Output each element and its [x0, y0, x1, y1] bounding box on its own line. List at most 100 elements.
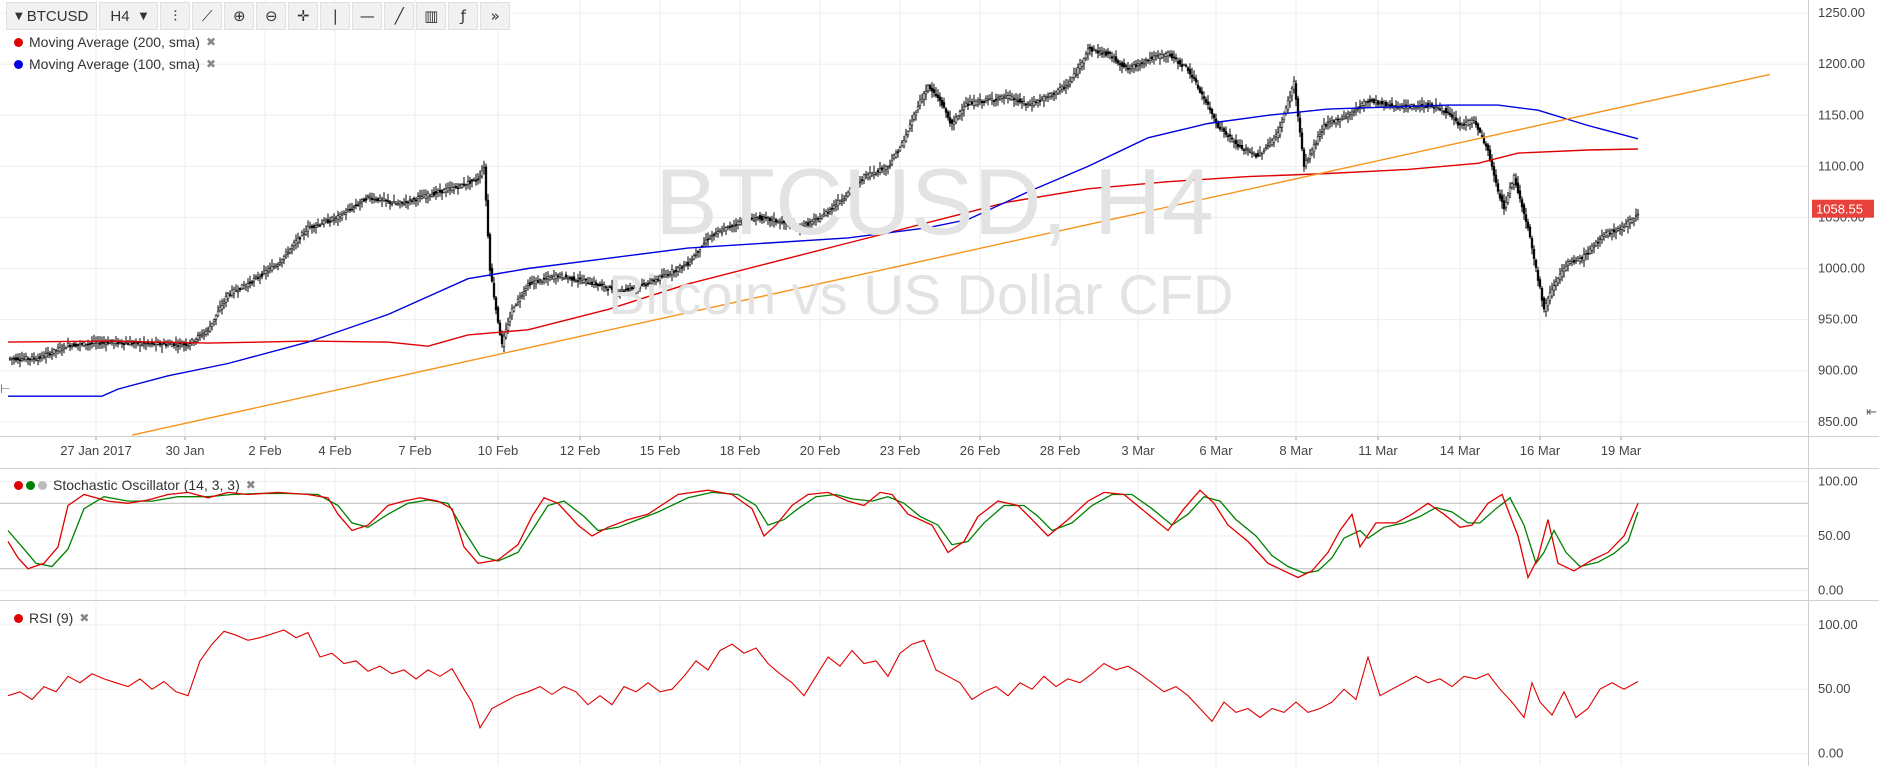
candle-body [508, 316, 512, 323]
candle-body [182, 343, 186, 345]
candle-body [1286, 99, 1290, 110]
candle-body [290, 245, 294, 249]
zoom-out-icon[interactable]: ⊖ [256, 2, 287, 30]
candle-body [814, 218, 818, 220]
candle-body [1586, 252, 1590, 255]
candle-body [1238, 145, 1242, 147]
candle-body [1454, 117, 1458, 121]
candle-body [1436, 106, 1440, 109]
candle-body [36, 358, 40, 361]
candle-body [744, 219, 748, 223]
candle-body [764, 216, 768, 219]
candle-body [874, 173, 878, 175]
candle-body [1484, 143, 1488, 147]
candle-body [1414, 106, 1418, 109]
function-icon[interactable]: ƒ [448, 2, 479, 30]
candle-body [948, 117, 952, 124]
horizontal-line-icon[interactable]: — [352, 2, 383, 30]
candle-body [678, 265, 682, 269]
fib-retracement-icon[interactable]: ▥ [416, 2, 447, 30]
candle-body [452, 187, 456, 191]
candle-body [430, 194, 434, 197]
stoch-y-tick-label: 0.00 [1818, 583, 1843, 598]
candle-body [708, 237, 712, 240]
candle-body [900, 142, 904, 146]
candle-body [1012, 98, 1016, 100]
candle-body [180, 344, 184, 347]
candle-body [1386, 104, 1390, 106]
zoom-in-icon[interactable]: ⊕ [224, 2, 255, 30]
candle-body [908, 124, 912, 129]
candle-body [824, 211, 828, 216]
candle-body [1576, 257, 1580, 261]
bar-style-icon[interactable]: ⫶ [160, 2, 191, 30]
candle-body [868, 172, 872, 178]
candle-body [44, 353, 48, 357]
fast-forward-icon[interactable]: » [480, 2, 511, 30]
candle-body [1060, 86, 1064, 90]
candle-body [972, 100, 976, 106]
candle-body [1588, 248, 1592, 254]
interval-selector[interactable]: H4 ▼ [99, 2, 159, 30]
candle-body [1272, 137, 1276, 143]
candle-body [1472, 120, 1476, 123]
vertical-line-icon[interactable]: | [320, 2, 351, 30]
symbol-selector[interactable]: ▼ BTCUSD [6, 2, 98, 30]
candle-body [1270, 139, 1274, 145]
candle-body [832, 205, 836, 209]
candle-body [514, 304, 518, 306]
candle-body [518, 297, 522, 302]
candle-body [828, 209, 832, 212]
scroll-to-latest-icon[interactable]: ⇤ [1866, 404, 1877, 419]
candle-body [806, 222, 810, 226]
stoch-k-dot [14, 480, 23, 490]
candle-body [1230, 137, 1234, 140]
trend-line-icon[interactable]: ╱ [384, 2, 415, 30]
remove-ma200-icon[interactable]: ✖ [205, 35, 217, 49]
candle-body [556, 275, 560, 278]
x-tick-label: 19 Mar [1601, 443, 1642, 458]
candle-body [930, 87, 934, 92]
candle-body [176, 345, 180, 347]
candle-body [1594, 241, 1598, 246]
axis-handle-icon[interactable]: ⊢ [0, 382, 11, 396]
remove-ma100-icon[interactable]: ✖ [205, 57, 217, 71]
candle-body [478, 175, 482, 178]
indicators-icon[interactable]: ⟋ [192, 2, 223, 30]
candle-body [980, 101, 984, 104]
candle-body [1294, 83, 1298, 100]
candle-body [1592, 245, 1596, 248]
candle-body [362, 198, 366, 202]
candle-body [174, 343, 178, 345]
candle-body [1396, 107, 1400, 109]
candle-body [86, 343, 90, 346]
candle-body [746, 218, 750, 221]
remove-stochastic-icon[interactable]: ✖ [245, 478, 256, 492]
x-tick-label: 4 Feb [318, 443, 351, 458]
candle-body [1370, 99, 1374, 102]
candle-body [500, 334, 504, 344]
candle-body [1390, 103, 1394, 106]
crosshair-icon[interactable]: ✛ [288, 2, 319, 30]
candle-body [282, 255, 286, 260]
candle-body [34, 359, 38, 361]
candle-body [1128, 68, 1132, 70]
candle-body [894, 152, 898, 158]
candle-body [880, 167, 884, 170]
candle-body [610, 286, 614, 291]
candle-body [1308, 153, 1312, 160]
candle-body [1504, 202, 1508, 208]
candle-body [1550, 289, 1554, 297]
candle-body [928, 85, 932, 89]
candle-body [1324, 124, 1328, 127]
candle-body [410, 200, 414, 202]
caret-down-icon: ▼ [15, 10, 23, 22]
candle-body [1468, 120, 1472, 125]
candle-body [694, 254, 698, 256]
candle-body [634, 287, 638, 290]
candle-body [1138, 64, 1142, 67]
candle-body [936, 94, 940, 98]
candle-body [164, 344, 168, 346]
remove-rsi-icon[interactable]: ✖ [79, 611, 90, 625]
